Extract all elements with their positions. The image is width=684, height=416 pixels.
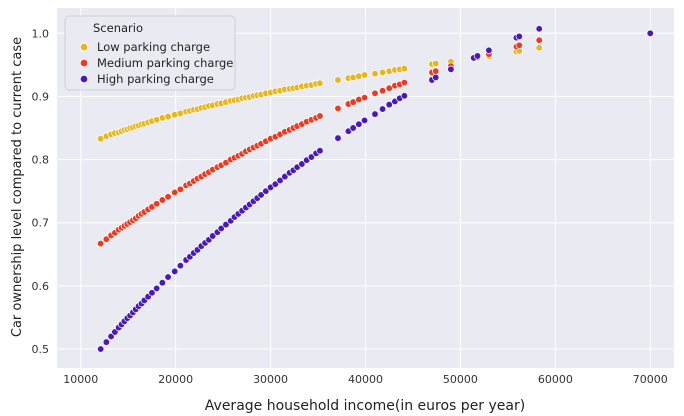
legend-label-high: High parking charge <box>97 72 214 86</box>
y-tick-label: 0.6 <box>32 280 50 293</box>
data-point-low <box>378 68 387 77</box>
data-point-low <box>334 76 342 84</box>
y-axis-label: Car ownership level compared to current … <box>10 37 25 337</box>
x-tick-label: 60000 <box>538 373 573 386</box>
data-point-high <box>97 345 105 353</box>
data-point-high <box>447 65 455 73</box>
y-axis-ticks: 0.5 0.6 0.7 0.8 0.9 1.0 <box>32 27 50 356</box>
legend-box <box>64 15 236 91</box>
data-point-high <box>171 267 179 276</box>
data-point-high <box>385 100 393 109</box>
data-point-medium <box>97 239 105 248</box>
data-point-high <box>298 160 306 168</box>
data-point-high <box>378 105 387 113</box>
x-tick-label: 40000 <box>348 373 383 386</box>
data-point-high <box>217 224 225 233</box>
data-point-high <box>153 284 161 293</box>
data-point-low <box>360 71 369 79</box>
data-point-medium <box>158 196 167 204</box>
y-tick-label: 0.9 <box>32 90 50 103</box>
data-point-low <box>316 79 324 87</box>
data-point-high <box>164 273 172 281</box>
x-tick-label: 70000 <box>633 373 668 386</box>
x-axis-label: Average household income(in euros per ye… <box>205 398 525 414</box>
data-point-medium <box>171 188 179 197</box>
legend-title: Scenario <box>93 21 143 35</box>
data-point-high <box>473 52 482 60</box>
data-point-high <box>271 180 279 188</box>
data-point-medium <box>371 89 379 97</box>
data-point-high <box>349 124 357 132</box>
x-axis-ticks: 10000 20000 30000 40000 50000 60000 70000 <box>63 373 668 386</box>
data-point-medium <box>153 200 161 208</box>
x-tick-label: 50000 <box>443 373 478 386</box>
data-point-medium <box>535 36 543 44</box>
data-point-high <box>334 134 342 142</box>
data-point-high <box>102 338 111 346</box>
data-point-high <box>176 262 185 270</box>
series-medium <box>97 36 543 248</box>
data-point-medium <box>334 104 342 113</box>
y-tick-label: 0.8 <box>32 154 50 167</box>
data-point-high <box>209 232 217 240</box>
data-point-medium <box>176 185 185 193</box>
data-point-high <box>646 29 654 37</box>
data-point-high <box>316 147 324 155</box>
legend: Scenario Low parking charge Medium parki… <box>64 15 236 91</box>
data-point-high <box>360 116 369 125</box>
data-point-high <box>262 187 270 195</box>
data-point-medium <box>378 87 387 95</box>
data-point-high <box>148 289 156 297</box>
data-point-low <box>164 112 172 121</box>
data-point-high <box>158 279 167 287</box>
y-tick-label: 0.5 <box>32 343 50 356</box>
data-point-high <box>432 73 440 82</box>
data-point-medium <box>316 112 324 120</box>
data-point-low <box>371 70 379 78</box>
data-point-medium <box>432 67 440 75</box>
data-point-medium <box>102 235 111 243</box>
legend-label-medium: Medium parking charge <box>97 56 233 70</box>
x-tick-label: 10000 <box>63 373 98 386</box>
data-point-high <box>276 176 284 185</box>
legend-marker-low <box>79 42 89 52</box>
data-point-low <box>400 64 409 73</box>
data-point-high <box>515 32 523 41</box>
data-point-high <box>257 191 265 199</box>
legend-marker-medium <box>79 58 89 68</box>
y-tick-label: 1.0 <box>32 27 50 40</box>
data-point-low <box>432 59 440 68</box>
data-point-medium <box>515 41 523 49</box>
data-point-high <box>307 153 316 161</box>
x-tick-label: 20000 <box>158 373 193 386</box>
x-tick-label: 30000 <box>253 373 288 386</box>
data-points <box>97 25 654 353</box>
data-point-high <box>281 172 289 181</box>
data-point-high <box>371 110 379 118</box>
data-point-high <box>485 46 493 54</box>
data-point-medium <box>400 78 409 87</box>
legend-label-low: Low parking charge <box>97 40 210 54</box>
legend-marker-high <box>79 74 89 84</box>
data-point-low <box>535 44 543 52</box>
series-high <box>97 25 654 353</box>
y-tick-label: 0.7 <box>32 217 50 230</box>
data-point-high <box>535 25 543 33</box>
data-point-high <box>400 92 409 100</box>
data-point-high <box>222 220 230 229</box>
data-point-medium <box>164 193 172 201</box>
data-point-high <box>355 120 363 128</box>
data-point-medium <box>360 94 369 102</box>
